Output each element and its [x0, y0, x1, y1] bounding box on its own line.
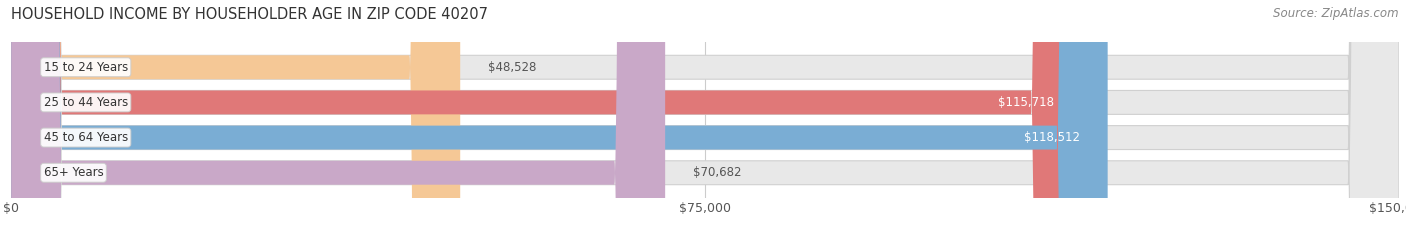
Text: 15 to 24 Years: 15 to 24 Years	[44, 61, 128, 74]
FancyBboxPatch shape	[11, 0, 1399, 233]
Text: $118,512: $118,512	[1024, 131, 1080, 144]
FancyBboxPatch shape	[11, 0, 460, 233]
FancyBboxPatch shape	[11, 0, 1399, 233]
FancyBboxPatch shape	[11, 0, 1081, 233]
Text: 65+ Years: 65+ Years	[44, 166, 104, 179]
Text: 25 to 44 Years: 25 to 44 Years	[44, 96, 128, 109]
FancyBboxPatch shape	[11, 0, 1399, 233]
Text: $70,682: $70,682	[693, 166, 741, 179]
Text: 45 to 64 Years: 45 to 64 Years	[44, 131, 128, 144]
Text: $115,718: $115,718	[998, 96, 1054, 109]
FancyBboxPatch shape	[11, 0, 665, 233]
Text: Source: ZipAtlas.com: Source: ZipAtlas.com	[1274, 7, 1399, 20]
Text: $48,528: $48,528	[488, 61, 536, 74]
FancyBboxPatch shape	[11, 0, 1399, 233]
Text: HOUSEHOLD INCOME BY HOUSEHOLDER AGE IN ZIP CODE 40207: HOUSEHOLD INCOME BY HOUSEHOLDER AGE IN Z…	[11, 7, 488, 22]
FancyBboxPatch shape	[11, 0, 1108, 233]
